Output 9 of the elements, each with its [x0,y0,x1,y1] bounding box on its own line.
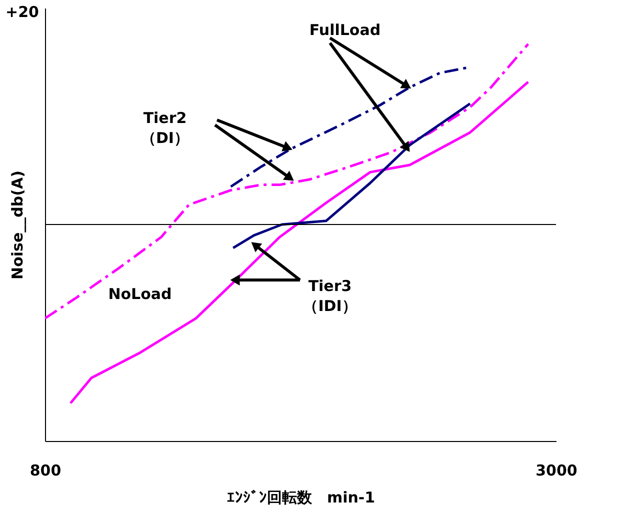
annotation: Tier2 （DI） [140,109,190,147]
x-axis-title: ｴﾝｼﾞﾝ回転数 min-1 [226,488,376,506]
annotation: NoLoad [108,285,172,303]
y-axis-title: Noise__db(A) [8,170,26,280]
x-tick-label: 800 [30,462,62,480]
text: FullLoad [309,21,381,39]
annotation: Tier3 （IDI） [303,277,357,315]
text: +20 [6,3,39,21]
x-tick-label: 3000 [536,462,578,480]
